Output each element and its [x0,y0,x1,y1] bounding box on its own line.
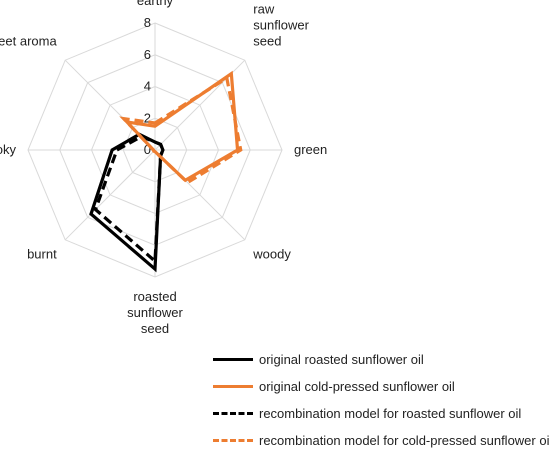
spoke-5 [64,149,156,241]
axis-label-line: sunflower [127,305,183,320]
axis-label-0: earthy [137,0,174,8]
axis-label-6: smoky [0,142,16,157]
axis-label-4: roasted sunflower seed [127,289,183,336]
axis-label-line: seed [141,321,169,336]
legend-swatch [213,412,253,415]
axis-label-line: woody [252,246,291,261]
legend-item: original cold-pressed sunflower oil [213,373,550,400]
radar-series [89,70,243,273]
axis-label-line: raw [253,2,275,17]
legend-label: original cold-pressed sunflower oil [259,379,455,394]
legend-label: original roasted sunflower oil [259,352,424,367]
legend-swatch [213,385,253,388]
axis-label-7: sweet aroma [0,34,57,49]
axis-label-line: roasted [133,289,176,304]
tick-label-0: 0 [144,142,151,157]
tick-label-2: 2 [144,110,151,125]
tick-label-4: 4 [144,79,151,94]
axis-label-1: raw sunflower seed [253,2,309,49]
axis-label-line: sweet aroma [0,34,57,49]
axis-label-line: sunflower [253,18,309,33]
legend-item: original roasted sunflower oil [213,346,550,373]
legend-item: recombination model for roasted sunflowe… [213,400,550,427]
series-line-3 [119,75,243,185]
axis-label-line: seed [253,34,281,49]
legend-swatch [213,358,253,361]
axis-label-3: woody [252,246,291,261]
series-line-1 [122,70,240,183]
legend-label: recombination model for cold-pressed sun… [259,433,550,448]
legend-swatch [213,439,253,442]
axis-label-2: green [294,142,327,157]
axis-label-line: burnt [27,246,57,261]
axis-label-line: green [294,142,327,157]
axis-label-5: burnt [27,246,57,261]
axis-label-line: earthy [137,0,174,8]
legend-label: recombination model for roasted sunflowe… [259,406,522,421]
legend: original roasted sunflower oil original c… [213,346,550,454]
radial-tick-labels: 0 2 4 6 8 [144,15,151,157]
series-line-2 [93,134,165,265]
legend-item: recombination model for cold-pressed sun… [213,427,550,454]
tick-label-6: 6 [144,47,151,62]
tick-label-8: 8 [144,15,151,30]
axis-label-line: smoky [0,142,16,157]
